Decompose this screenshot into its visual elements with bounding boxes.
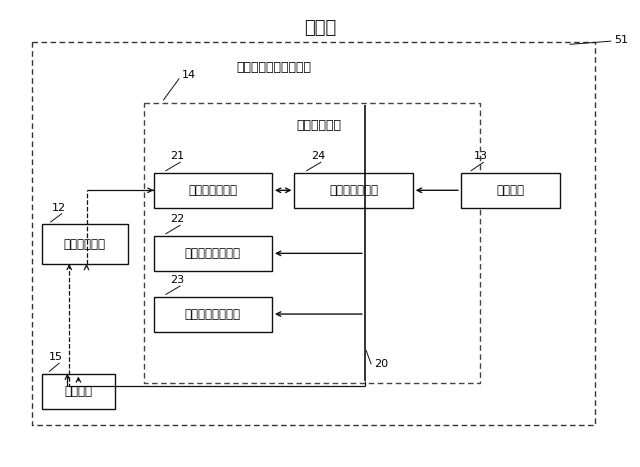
Text: 23: 23 <box>170 275 184 285</box>
Polygon shape <box>294 173 413 208</box>
Text: 24: 24 <box>311 151 325 162</box>
Text: ブレード点検システム: ブレード点検システム <box>237 61 312 74</box>
Text: 監視手段: 監視手段 <box>65 385 92 397</box>
Polygon shape <box>461 173 560 208</box>
Text: 撮影要否判断部: 撮影要否判断部 <box>329 184 378 197</box>
Text: 15: 15 <box>49 352 63 362</box>
Text: 参照データ保持部: 参照データ保持部 <box>185 247 241 260</box>
Polygon shape <box>154 236 272 271</box>
Text: 21: 21 <box>170 151 184 162</box>
Text: 撮影手段: 撮影手段 <box>497 184 524 197</box>
Text: 20: 20 <box>374 359 388 369</box>
Text: 14: 14 <box>182 70 196 80</box>
Polygon shape <box>42 224 128 264</box>
Polygon shape <box>154 173 272 208</box>
Text: データ送受信部: データ送受信部 <box>188 184 237 197</box>
Text: 撮影データ保持部: 撮影データ保持部 <box>185 308 241 320</box>
Polygon shape <box>154 297 272 332</box>
Text: 51: 51 <box>614 35 628 45</box>
Text: 図　２: 図 ２ <box>304 19 336 37</box>
Text: 22: 22 <box>170 214 184 225</box>
Text: 13: 13 <box>474 151 488 162</box>
Text: 情報処理手段: 情報処理手段 <box>296 119 341 132</box>
Polygon shape <box>42 374 115 409</box>
Text: 落雷検出手段: 落雷検出手段 <box>64 238 106 250</box>
Text: 12: 12 <box>52 203 66 213</box>
